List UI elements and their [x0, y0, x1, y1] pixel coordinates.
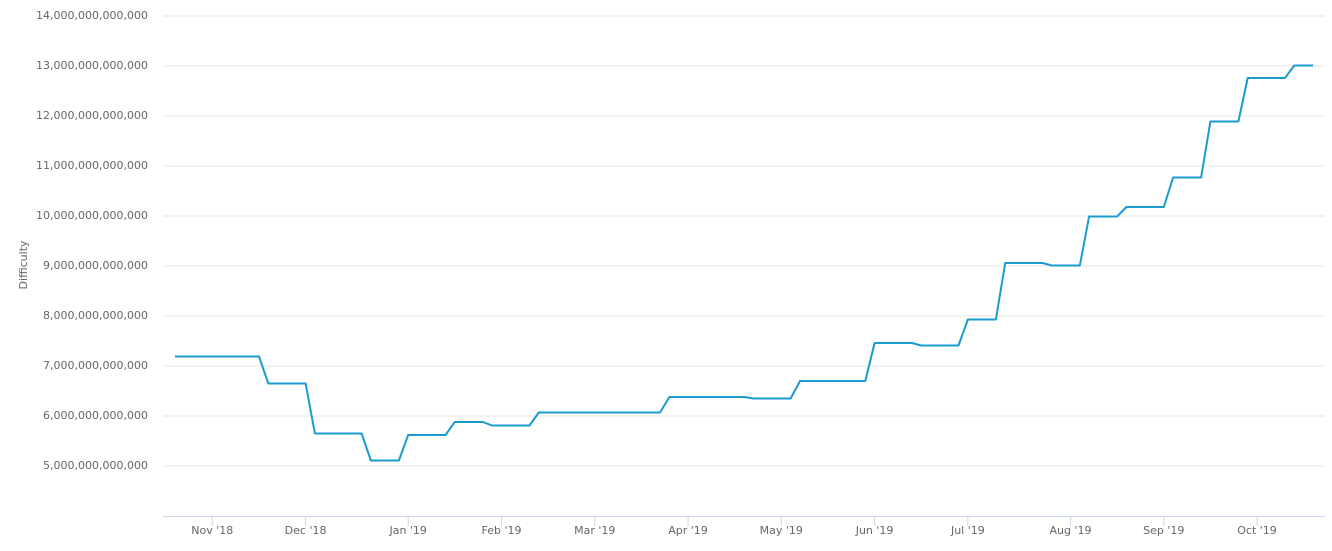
x-tick-label: Jul '19: [950, 524, 985, 537]
y-tick-label: 13,000,000,000,000: [36, 59, 148, 72]
x-tick-label: Mar '19: [574, 524, 615, 537]
y-tick-label: 12,000,000,000,000: [36, 109, 148, 122]
x-tick-label: Aug '19: [1049, 524, 1091, 537]
y-tick-label: 11,000,000,000,000: [36, 159, 148, 172]
x-tick-label: Feb '19: [481, 524, 521, 537]
x-tick-label: Oct '19: [1237, 524, 1277, 537]
x-tick-label: Dec '18: [285, 524, 327, 537]
x-tick-label: Jan '19: [388, 524, 426, 537]
y-tick-label: 9,000,000,000,000: [43, 259, 148, 272]
x-tick-label: Jun '19: [855, 524, 894, 537]
y-tick-label: 8,000,000,000,000: [43, 309, 148, 322]
y-axis-title: Difficulty: [17, 240, 30, 290]
y-tick-label: 14,000,000,000,000: [36, 9, 148, 22]
x-tick-label: May '19: [760, 524, 803, 537]
series-line: [175, 64, 1313, 462]
y-tick-label: 10,000,000,000,000: [36, 209, 148, 222]
y-tick-label: 5,000,000,000,000: [43, 459, 148, 472]
y-tick-label: 7,000,000,000,000: [43, 359, 148, 372]
x-tick-label: Nov '18: [191, 524, 233, 537]
y-tick-label: 6,000,000,000,000: [43, 409, 148, 422]
x-tick-label: Apr '19: [668, 524, 708, 537]
x-tick-label: Sep '19: [1143, 524, 1184, 537]
